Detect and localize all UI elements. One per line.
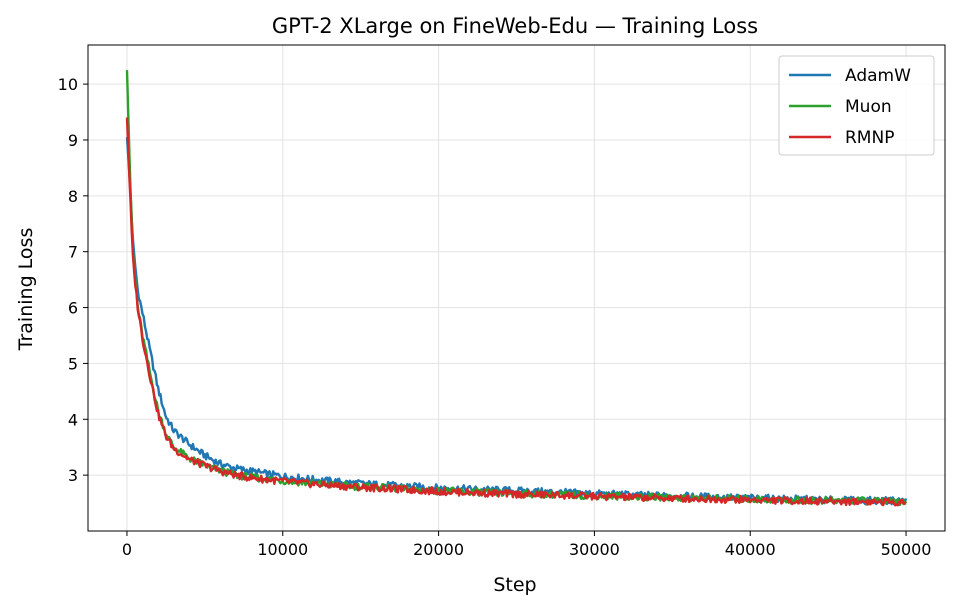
legend-label: RMNP: [845, 128, 894, 148]
x-tick-label: 0: [122, 540, 132, 559]
y-tick-label: 7: [68, 243, 78, 262]
ticks-layer: 0 10000 20000 30000 40000 50000 3 4 5 6 7 8 9 10: [58, 75, 932, 559]
x-axis-title: Step: [493, 574, 536, 596]
y-tick-label: 6: [68, 299, 78, 318]
chart-title: GPT-2 XLarge on FineWeb-Edu — Training L…: [272, 14, 758, 38]
y-axis-title: Training Loss: [15, 228, 37, 352]
x-tick-label: 20000: [413, 540, 464, 559]
series-layer: [125, 70, 908, 507]
y-tick-label: 5: [68, 354, 78, 373]
y-tick-label: 10: [58, 75, 78, 94]
y-tick-label: 9: [68, 131, 78, 150]
x-tick-label: 30000: [569, 540, 620, 559]
legend-box: [778, 55, 935, 156]
x-tick-label: 40000: [725, 540, 776, 559]
x-tick-label: 50000: [881, 540, 932, 559]
y-tick-label: 8: [68, 187, 78, 206]
x-tick-label: 10000: [257, 540, 308, 559]
grid-layer: [88, 45, 945, 531]
legend: AdamW Muon RMNP: [778, 55, 935, 156]
y-tick-label: 3: [68, 466, 78, 485]
y-tick-label: 4: [68, 410, 78, 429]
series-line-rmnp: [125, 117, 907, 507]
plot-frame: [87, 44, 946, 532]
legend-label: Muon: [845, 97, 892, 117]
legend-label: AdamW: [845, 66, 911, 86]
